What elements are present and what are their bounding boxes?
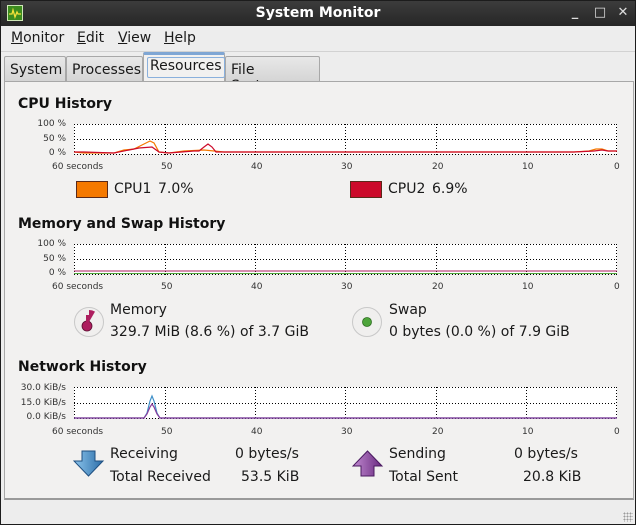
mem-x-tick-10: 10 <box>522 282 534 292</box>
memory-label: Memory <box>110 302 167 318</box>
menu-bar: Monitor Edit View Help <box>1 26 635 52</box>
cpu-x-tick-40: 40 <box>251 162 263 172</box>
mem-x-tick-50: 50 <box>161 282 173 292</box>
status-bar <box>1 501 635 524</box>
receiving-arrow-down-icon <box>73 450 105 477</box>
cpu-x-tick-50: 50 <box>161 162 173 172</box>
net-y-tick-15: 15.0 KiB/s <box>20 398 66 408</box>
tab-label: Resources <box>147 57 225 78</box>
mem-y-tick-100: 100 % <box>37 239 66 249</box>
net-x-tick-20: 20 <box>432 427 444 437</box>
tab-system[interactable]: System <box>4 56 66 82</box>
menu-label: elp <box>174 30 196 46</box>
net-x-tick-40: 40 <box>251 427 263 437</box>
cpu-history-graph <box>74 124 617 155</box>
menu-label: iew <box>127 30 152 46</box>
memory-value: 329.7 MiB (8.6 %) of 3.7 GiB <box>110 324 309 340</box>
cpu1-value: 7.0% <box>158 181 194 197</box>
mem-x-tick-30: 30 <box>341 282 353 292</box>
memory-pie-button[interactable] <box>74 307 104 337</box>
tab-file-systems[interactable]: File Systems <box>225 56 320 94</box>
menu-view[interactable]: View <box>118 30 151 46</box>
cpu2-label: CPU2 <box>388 181 426 197</box>
memory-history-graph <box>74 244 617 275</box>
menu-help[interactable]: Help <box>164 30 196 46</box>
cpu-x-tick-10: 10 <box>522 162 534 172</box>
net-x-tick-50: 50 <box>161 427 173 437</box>
maximize-button[interactable]: □ <box>593 5 607 20</box>
menu-monitor[interactable]: Monitor <box>11 30 64 46</box>
mem-x-tick-0: 0 <box>614 282 620 292</box>
memory-history-title: Memory and Swap History <box>18 216 226 232</box>
minimize-button[interactable]: _ <box>571 5 579 20</box>
swap-label: Swap <box>389 302 427 318</box>
close-button[interactable]: ✕ <box>617 5 629 20</box>
cpu-x-tick-20: 20 <box>432 162 444 172</box>
mem-x-tick-20: 20 <box>432 282 444 292</box>
window-title: System Monitor <box>255 5 381 21</box>
net-x-tick-10: 10 <box>522 427 534 437</box>
cpu-y-tick-100: 100 % <box>37 119 66 129</box>
cpu-x-tick-60: 60 seconds <box>52 162 104 172</box>
network-history-graph <box>74 387 617 419</box>
sending-arrow-up-icon <box>352 450 384 477</box>
menu-label: onitor <box>23 30 65 46</box>
cpu-y-tick-0: 0 % <box>48 148 66 158</box>
menu-label: dit <box>85 30 105 46</box>
total-sent-label: Total Sent <box>389 469 459 485</box>
sending-value: 0 bytes/s <box>514 446 578 462</box>
cpu-y-tick-50: 50 % <box>43 134 66 144</box>
sending-label: Sending <box>389 446 446 462</box>
total-received-label: Total Received <box>110 469 211 485</box>
mem-y-tick-0: 0 % <box>48 268 66 278</box>
mnemonic: E <box>77 30 86 46</box>
mem-y-tick-50: 50 % <box>43 254 66 264</box>
net-x-tick-30: 30 <box>341 427 353 437</box>
cpu1-color-button[interactable] <box>76 181 108 198</box>
swap-pie-button[interactable] <box>352 307 382 337</box>
net-x-tick-0: 0 <box>614 427 620 437</box>
tab-resources[interactable]: Resources <box>143 52 225 83</box>
cpu1-label: CPU1 <box>114 181 152 197</box>
net-x-tick-60: 60 seconds <box>52 427 104 437</box>
cpu2-value: 6.9% <box>432 181 468 197</box>
menu-edit[interactable]: Edit <box>77 30 104 46</box>
cpu2-color-button[interactable] <box>350 181 382 198</box>
system-monitor-app-icon <box>7 5 23 21</box>
mem-x-tick-60: 60 seconds <box>52 282 104 292</box>
mnemonic: V <box>118 30 128 46</box>
swap-value: 0 bytes (0.0 %) of 7.9 GiB <box>389 324 570 340</box>
mnemonic: M <box>11 30 24 46</box>
title-bar[interactable]: System Monitor _ □ ✕ <box>1 1 635 26</box>
tab-processes[interactable]: Processes <box>66 56 143 82</box>
total-received-value: 53.5 KiB <box>241 469 300 485</box>
net-y-tick-0: 0.0 KiB/s <box>26 412 66 422</box>
net-y-tick-30: 30.0 KiB/s <box>20 383 66 393</box>
cpu-x-tick-0: 0 <box>614 162 620 172</box>
mnemonic: H <box>164 30 175 46</box>
receiving-value: 0 bytes/s <box>235 446 299 462</box>
resources-panel: CPU History 100 % 50 % 0 % 60 seconds 50… <box>4 81 634 500</box>
cpu-history-title: CPU History <box>18 96 112 112</box>
receiving-label: Receiving <box>110 446 178 462</box>
mem-x-tick-40: 40 <box>251 282 263 292</box>
tab-bar: System Processes Resources File Systems <box>1 52 635 94</box>
cpu-x-tick-30: 30 <box>341 162 353 172</box>
resize-grip[interactable] <box>623 512 633 522</box>
network-history-title: Network History <box>18 359 147 375</box>
total-sent-value: 20.8 KiB <box>523 469 582 485</box>
